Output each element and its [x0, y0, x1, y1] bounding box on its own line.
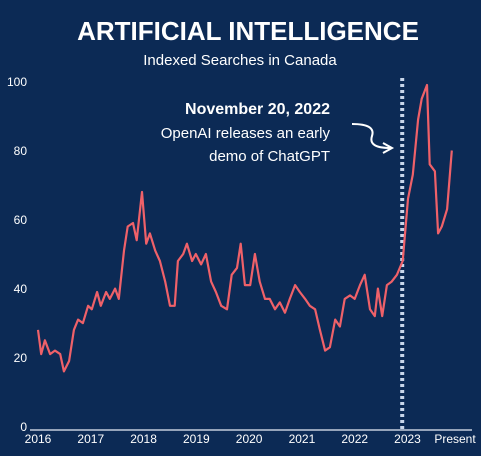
annotation-text: OpenAI releases an early: [161, 125, 331, 142]
y-tick-label: 20: [14, 351, 28, 365]
y-tick-label: 40: [14, 282, 28, 296]
y-tick-label: 100: [7, 75, 27, 89]
chart-title: ARTIFICIAL INTELLIGENCE: [77, 16, 419, 46]
x-tick-label: 2022: [341, 432, 368, 446]
x-tick-label: 2019: [183, 432, 210, 446]
annotation-title: November 20, 2022: [185, 101, 330, 118]
x-tick-label: 2018: [130, 432, 157, 446]
y-tick-label: 80: [14, 144, 28, 158]
annotation-arrow: [351, 123, 391, 149]
line: [36, 83, 453, 373]
x-tick-label: 2021: [289, 432, 316, 446]
x-tick-label: Present: [434, 432, 476, 446]
x-tick-label: 2020: [236, 432, 263, 446]
chart-subtitle: Indexed Searches in Canada: [143, 52, 337, 69]
x-tick-label: 2017: [77, 432, 104, 446]
y-tick-label: 60: [14, 213, 28, 227]
x-tick-label: 2023: [394, 432, 421, 446]
y-tick-label: 0: [20, 420, 27, 434]
x-tick-label: 2016: [25, 432, 52, 446]
annotation-text: demo of ChatGPT: [209, 148, 330, 165]
annotation-arrowhead: [382, 142, 395, 154]
